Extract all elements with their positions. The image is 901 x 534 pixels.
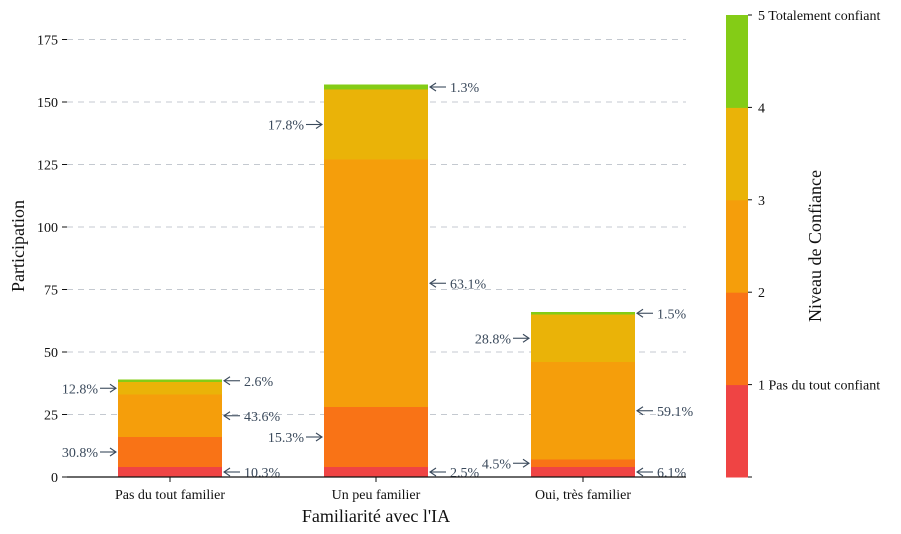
annotation-arrow (429, 467, 446, 477)
y-tick-label: 175 (37, 34, 58, 49)
annotation-label: 12.8% (62, 382, 99, 397)
colorbar-segment (726, 15, 748, 108)
bar-segment (324, 467, 428, 477)
colorbar-tick-label: 2 (758, 286, 765, 301)
annotation-arrow (223, 411, 240, 421)
bar-segment (531, 312, 635, 315)
annotation-label: 30.8% (62, 446, 99, 461)
bar-segment (531, 314, 635, 362)
annotation-label: 43.6% (244, 410, 281, 425)
annotation-label: 4.5% (482, 457, 512, 472)
bar-segment (324, 84, 428, 90)
bar-segment (118, 379, 222, 382)
y-tick-label: 25 (44, 409, 58, 424)
annotation-arrow (429, 82, 446, 92)
colorbar-segment (726, 384, 748, 478)
annotation-label: 59.1% (657, 405, 694, 420)
annotation-arrow (100, 447, 117, 457)
bar-segment (324, 407, 428, 467)
annotation-arrow (636, 467, 653, 477)
bar-stacks (118, 84, 635, 477)
y-tick-label: 150 (37, 96, 58, 111)
annotation-label: 17.8% (268, 119, 305, 134)
annotation-arrow (223, 376, 240, 386)
x-tick-label: Oui, très familier (535, 488, 631, 503)
bar-segment (531, 362, 635, 460)
colorbar-segment (726, 199, 748, 293)
colorbar-tick-label: 3 (758, 194, 765, 209)
y-axis-title: Participation (8, 200, 28, 292)
annotation-arrow (223, 467, 240, 477)
annotation-arrow (306, 432, 323, 442)
x-tick-label: Pas du tout familier (115, 488, 225, 503)
y-tick-label: 100 (37, 221, 58, 236)
bar-segment (118, 467, 222, 477)
annotation-label: 10.3% (244, 466, 281, 481)
x-axis-title: Familiarité avec l'IA (302, 506, 450, 526)
bar-segment (324, 89, 428, 160)
annotation-label: 2.6% (244, 375, 274, 390)
colorbar-segment (726, 107, 748, 201)
colorbar-segment (726, 292, 748, 386)
axes: 0 25 50 75 100 125 150 175 Pas du tout familier U… (37, 34, 686, 503)
annotation-arrow (306, 120, 323, 129)
colorbar-tick-label: 1 Pas du tout confiant (758, 379, 880, 394)
annotation-arrow (100, 383, 117, 393)
bar-segment (531, 459, 635, 467)
bar-segment (118, 382, 222, 395)
bar-segment (118, 437, 222, 467)
colorbar: 1 Pas du tout confiant 2 3 4 5 Totalement co… (726, 9, 881, 478)
annotation-label: 6.1% (657, 466, 687, 481)
annotation-arrow (513, 333, 530, 343)
colorbar-tick-label: 4 (758, 101, 765, 116)
annotation-label: 1.5% (657, 307, 687, 322)
annotation-label: 28.8% (475, 332, 512, 347)
colorbar-tick-label: 5 Totalement confiant (758, 9, 881, 24)
y-tick-label: 75 (44, 284, 58, 299)
annotation-label: 1.3% (450, 81, 480, 96)
annotation-label: 15.3% (268, 431, 305, 446)
y-tick-label: 125 (37, 159, 58, 174)
annotation-label: 2.5% (450, 466, 480, 481)
colorbar-title: Niveau de Confiance (805, 170, 825, 322)
y-tick-label: 50 (44, 346, 58, 361)
annotation-arrow (636, 308, 653, 318)
bar-segment (118, 394, 222, 437)
annotation-arrow (636, 406, 653, 416)
annotation-label: 63.1% (450, 277, 487, 292)
annotation-arrow (513, 458, 530, 468)
bar-segment (324, 159, 428, 407)
y-tick-label: 0 (51, 471, 58, 486)
annotation-arrow (429, 278, 446, 288)
bar-segment (531, 467, 635, 477)
x-tick-label: Un peu familier (332, 488, 421, 503)
